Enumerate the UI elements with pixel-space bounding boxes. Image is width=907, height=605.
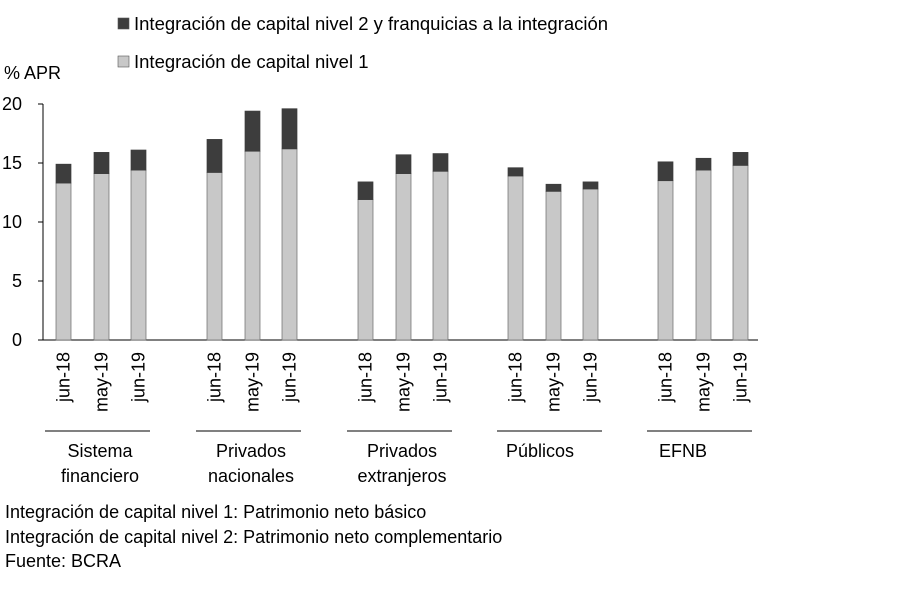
legend-swatch-2 bbox=[117, 55, 130, 68]
bar-nivel-1 bbox=[582, 188, 599, 341]
bar-nivel-2 bbox=[395, 154, 412, 174]
y-tick-label: 0 bbox=[12, 330, 22, 350]
bar-nivel-2 bbox=[130, 149, 147, 171]
group-label: Sistema bbox=[67, 441, 133, 461]
bar-nivel-1 bbox=[657, 180, 674, 341]
legend-label-1: Integración de capital nivel 2 y franqui… bbox=[134, 13, 608, 34]
x-tick-label: jun-18 bbox=[205, 352, 225, 403]
x-tick-label: may-19 bbox=[243, 352, 263, 412]
x-tick-label: jun-18 bbox=[656, 352, 676, 403]
y-axis-title: % APR bbox=[4, 63, 61, 83]
bar-nivel-1 bbox=[55, 182, 72, 341]
bar-nivel-2 bbox=[507, 167, 524, 177]
bar-nivel-1 bbox=[545, 190, 562, 341]
group-label: nacionales bbox=[208, 466, 294, 486]
bar-nivel-2 bbox=[55, 163, 72, 184]
bar-nivel-1 bbox=[93, 173, 110, 341]
x-tick-label: jun-18 bbox=[506, 352, 526, 403]
legend-label-2: Integración de capital nivel 1 bbox=[134, 51, 368, 72]
bar-nivel-2 bbox=[244, 110, 261, 152]
bar-nivel-1 bbox=[281, 148, 298, 341]
bar-nivel-1 bbox=[507, 175, 524, 341]
bar-nivel-2 bbox=[432, 153, 449, 172]
x-tick-label: jun-19 bbox=[280, 352, 300, 403]
group-label: EFNB bbox=[659, 441, 707, 461]
x-tick-label: may-19 bbox=[92, 352, 112, 412]
x-tick-label: jun-19 bbox=[731, 352, 751, 403]
x-tick-label: jun-19 bbox=[129, 352, 149, 403]
bar-nivel-2 bbox=[206, 139, 223, 173]
x-tick-label: jun-18 bbox=[356, 352, 376, 403]
group-label: Públicos bbox=[506, 441, 574, 461]
group-label: Privados bbox=[367, 441, 437, 461]
bar-nivel-2 bbox=[732, 152, 749, 166]
bar-nivel-1 bbox=[395, 173, 412, 341]
bar-nivel-2 bbox=[545, 183, 562, 192]
bar-nivel-1 bbox=[357, 199, 374, 341]
bar-nivel-2 bbox=[93, 152, 110, 174]
footnotes: Integración de capital nivel 1: Patrimon… bbox=[5, 500, 502, 574]
bar-nivel-2 bbox=[582, 181, 599, 190]
x-tick-label: jun-19 bbox=[581, 352, 601, 403]
bar-nivel-2 bbox=[357, 181, 374, 200]
bar-nivel-1 bbox=[695, 169, 712, 341]
bar-nivel-2 bbox=[695, 157, 712, 171]
chart: Integración de capital nivel 2 y franqui… bbox=[2, 13, 758, 486]
bar-nivel-2 bbox=[281, 108, 298, 150]
bar-nivel-1 bbox=[732, 165, 749, 341]
footnote-nivel-1: Integración de capital nivel 1: Patrimon… bbox=[5, 502, 427, 522]
x-tick-label: may-19 bbox=[694, 352, 714, 412]
x-tick-label: may-19 bbox=[394, 352, 414, 412]
y-tick-label: 10 bbox=[2, 212, 22, 232]
bar-nivel-1 bbox=[206, 172, 223, 341]
bar-nivel-2 bbox=[657, 161, 674, 182]
footnote-nivel-2: Integración de capital nivel 2: Patrimon… bbox=[5, 526, 503, 547]
source-note: Fuente: BCRA bbox=[5, 551, 122, 571]
x-tick-label: may-19 bbox=[544, 352, 564, 412]
bar-nivel-1 bbox=[244, 150, 261, 341]
y-tick-label: 20 bbox=[2, 94, 22, 114]
bar-nivel-1 bbox=[432, 170, 449, 341]
y-tick-label: 5 bbox=[12, 271, 22, 291]
legend-swatch-1 bbox=[117, 17, 130, 30]
x-tick-label: jun-18 bbox=[54, 352, 74, 403]
bar-nivel-1 bbox=[130, 169, 147, 341]
group-label: financiero bbox=[61, 466, 139, 486]
group-label: Privados bbox=[216, 441, 286, 461]
group-label: extranjeros bbox=[357, 466, 446, 486]
x-tick-label: jun-19 bbox=[431, 352, 451, 403]
y-tick-label: 15 bbox=[2, 153, 22, 173]
